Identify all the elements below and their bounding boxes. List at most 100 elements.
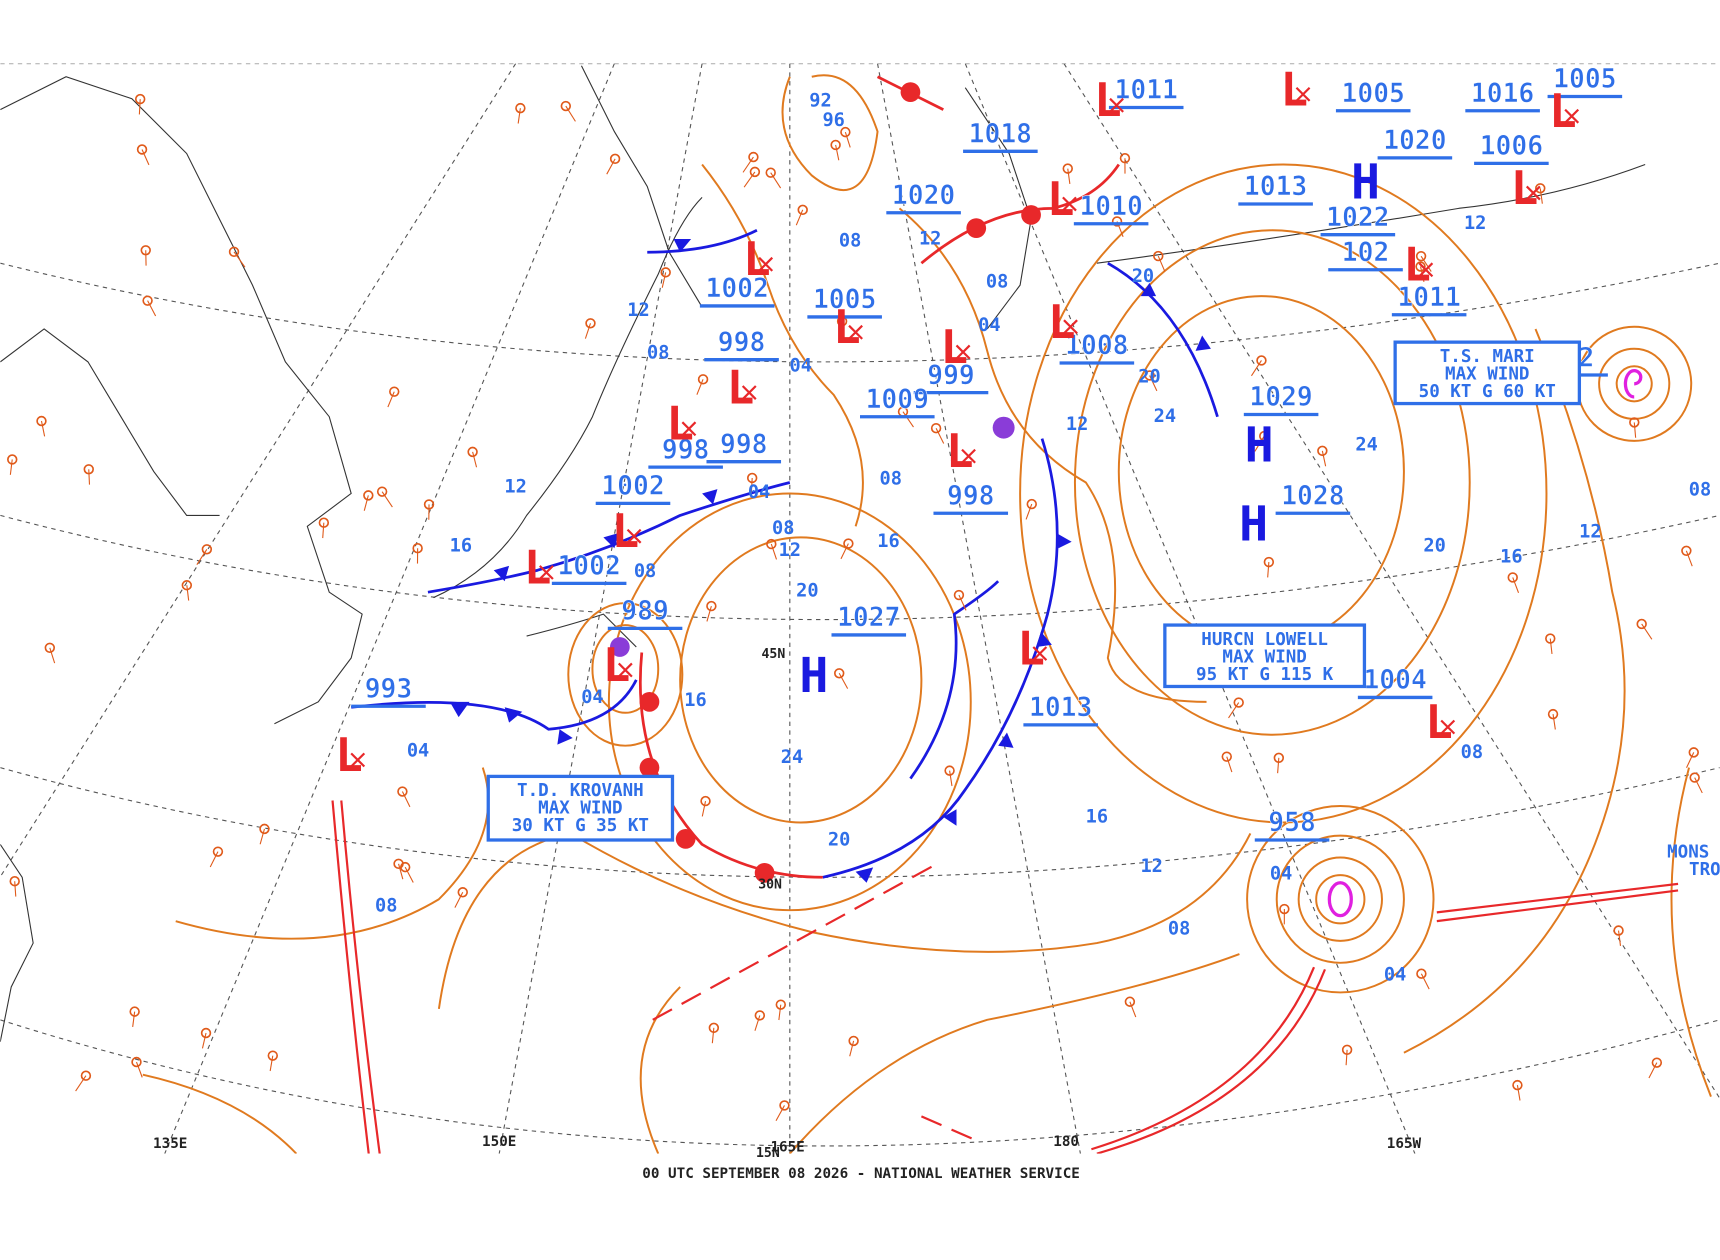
station-dot [363, 490, 374, 501]
isobar-label: 16 [877, 531, 899, 552]
isobar-label: 24 [781, 747, 803, 768]
station-dot [1636, 618, 1647, 630]
isobar-label: 24 [1355, 435, 1377, 456]
station-dot [1062, 163, 1073, 174]
low-mark [1418, 262, 1434, 278]
longitude-label: 180 [1053, 1134, 1079, 1150]
station-dot [1026, 498, 1037, 510]
wind-barb [387, 391, 395, 408]
wind-barb [1549, 638, 1553, 654]
low-center: L [1048, 295, 1076, 349]
wind-barb [259, 828, 265, 845]
isobar-label: 08 [1168, 918, 1190, 939]
low-center: L [611, 504, 639, 558]
isobar-label: 04 [581, 687, 603, 708]
pressure-value: 1005 [1553, 65, 1616, 95]
station-dot [142, 295, 153, 306]
isobar-label: 20 [1423, 536, 1445, 557]
isobar-label: 04 [407, 741, 429, 762]
station-dot [1535, 183, 1546, 194]
low-center: L [1511, 161, 1539, 215]
wind-barb [1512, 577, 1520, 594]
wind-barb [958, 594, 967, 611]
low-mark [961, 448, 976, 464]
wind-barb [743, 171, 756, 188]
station-dot [200, 1027, 212, 1039]
station-dot [1111, 216, 1123, 227]
station-dot [1317, 445, 1328, 457]
map-shape [909, 580, 1000, 780]
wind-barb [1267, 562, 1270, 578]
station-dot [44, 642, 56, 654]
wind-barb [701, 800, 707, 817]
wind-barb [147, 300, 157, 317]
wind-barb [795, 209, 804, 226]
map-shape [898, 207, 1207, 703]
edge-text: MONS [1667, 843, 1709, 863]
station-dot [201, 544, 213, 555]
pressure-value: 1020 [892, 181, 955, 211]
fronts [351, 75, 1219, 883]
map-shape [1195, 335, 1211, 351]
map-shape [1036, 631, 1052, 647]
station-dot [1256, 355, 1267, 366]
map-shape [1091, 966, 1316, 1151]
map-shape [1063, 63, 1720, 1100]
wind-barb [1686, 752, 1695, 768]
map-shape [992, 416, 1015, 439]
pressure-value: 998 [662, 435, 710, 465]
wind-barb [838, 321, 843, 337]
wind-barb [606, 158, 616, 175]
storm-text: MAX WIND [538, 799, 622, 819]
station-dot [1651, 1057, 1663, 1068]
wind-barb [1420, 255, 1432, 272]
low-mark [1032, 646, 1048, 661]
pressure-value: 998 [947, 481, 995, 511]
wind-barb [935, 427, 945, 444]
wind-barb [849, 1040, 855, 1057]
low-mark [1564, 108, 1580, 124]
longitude-label: 135E [153, 1136, 187, 1152]
station-dot [797, 204, 808, 216]
map-shape [639, 757, 660, 778]
wind-barb [1552, 714, 1556, 730]
wind-barb [75, 1075, 87, 1092]
station-dot [1681, 545, 1692, 557]
station-dot [748, 151, 759, 163]
pressure-value: 1006 [1480, 132, 1543, 162]
map-shape [557, 729, 573, 745]
station-dot [1688, 747, 1699, 758]
wind-barb [584, 323, 592, 339]
station-dot [840, 126, 851, 138]
map-shape [781, 74, 879, 192]
low-mark [681, 421, 697, 437]
map-shape [702, 489, 718, 505]
map-shape [164, 63, 615, 1154]
isobar-label: 16 [1500, 547, 1522, 568]
wind-barb [838, 673, 849, 689]
pressure-value: 999 [927, 361, 975, 391]
map-shape [877, 63, 1081, 1154]
wind-barb [778, 1004, 782, 1021]
pressure-value: 1013 [1029, 693, 1092, 723]
wind-barb [1633, 422, 1637, 438]
isobar-label: 24 [1154, 406, 1176, 427]
storm-text: MAX WIND [1445, 364, 1529, 384]
storm-box [486, 774, 675, 842]
wind-barb [696, 379, 704, 395]
pressure-value: 1016 [1471, 79, 1534, 109]
station-dot [1415, 261, 1426, 272]
isobar-label: 12 [1140, 856, 1162, 877]
wind-barb [201, 1032, 207, 1049]
wind-barb [196, 548, 208, 565]
low-center: L [1017, 622, 1045, 676]
map-shape [1275, 834, 1405, 964]
wind-barb [1618, 930, 1622, 946]
isobar-label: 12 [504, 476, 526, 497]
map-shape [340, 800, 381, 1154]
station-dot [1512, 1079, 1523, 1091]
map-shape [567, 602, 684, 747]
pressure-value: 1029 [1249, 383, 1312, 413]
map-shape [603, 532, 619, 549]
station-dot [660, 267, 671, 278]
